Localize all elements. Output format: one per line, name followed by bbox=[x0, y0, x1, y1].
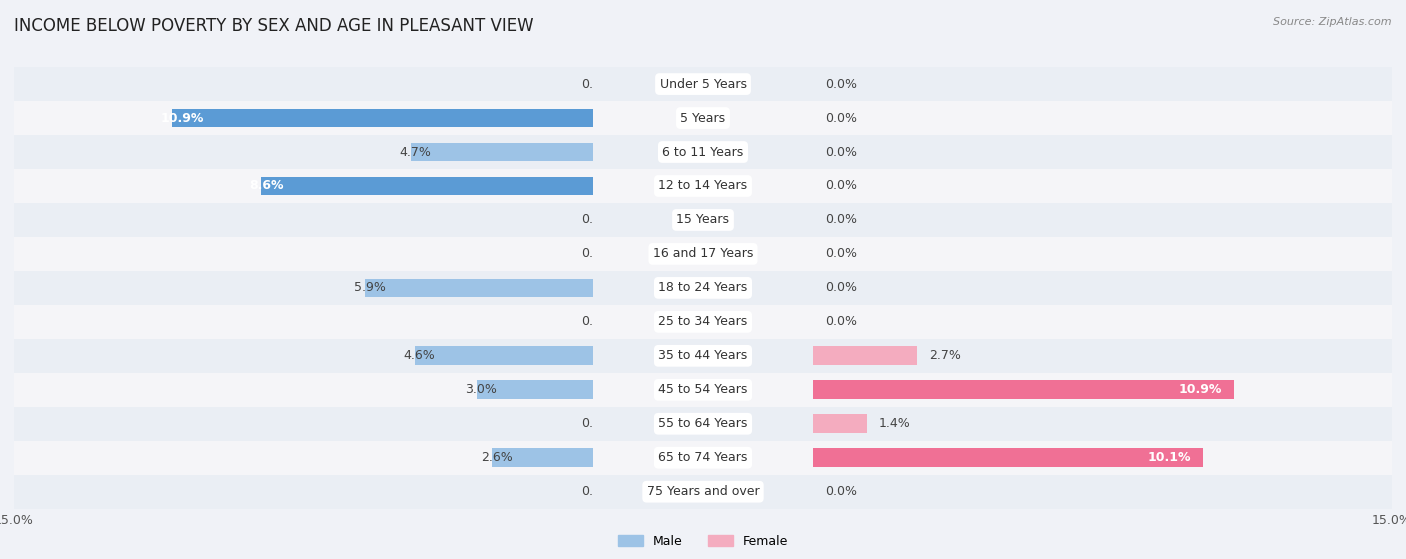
Bar bbox=[14, 407, 593, 440]
Bar bbox=[813, 475, 1392, 509]
Text: 10.9%: 10.9% bbox=[160, 112, 204, 125]
Text: 0.0%: 0.0% bbox=[825, 78, 856, 91]
Text: INCOME BELOW POVERTY BY SEX AND AGE IN PLEASANT VIEW: INCOME BELOW POVERTY BY SEX AND AGE IN P… bbox=[14, 17, 534, 35]
Bar bbox=[173, 108, 593, 127]
Text: 4.6%: 4.6% bbox=[404, 349, 436, 362]
Text: 2.6%: 2.6% bbox=[481, 451, 513, 464]
Bar bbox=[813, 237, 1392, 271]
Text: 0.0%: 0.0% bbox=[825, 214, 856, 226]
Bar bbox=[412, 143, 593, 162]
Text: Source: ZipAtlas.com: Source: ZipAtlas.com bbox=[1274, 17, 1392, 27]
Bar bbox=[14, 101, 593, 135]
Bar bbox=[593, 305, 813, 339]
Bar bbox=[593, 407, 813, 440]
Text: 55 to 64 Years: 55 to 64 Years bbox=[658, 417, 748, 430]
Bar bbox=[813, 407, 1392, 440]
Bar bbox=[14, 339, 593, 373]
Bar bbox=[14, 271, 593, 305]
Bar bbox=[593, 237, 813, 271]
Text: 0.0%: 0.0% bbox=[825, 112, 856, 125]
Text: 0.0%: 0.0% bbox=[581, 315, 613, 328]
Legend: Male, Female: Male, Female bbox=[613, 530, 793, 553]
Text: 0.0%: 0.0% bbox=[581, 417, 613, 430]
Text: 5 Years: 5 Years bbox=[681, 112, 725, 125]
Text: 0.0%: 0.0% bbox=[825, 145, 856, 159]
Bar bbox=[813, 67, 1392, 101]
Text: 5.9%: 5.9% bbox=[353, 281, 385, 295]
Text: 4.7%: 4.7% bbox=[399, 145, 432, 159]
Bar bbox=[593, 135, 813, 169]
Bar bbox=[14, 475, 593, 509]
Bar bbox=[813, 414, 868, 433]
Bar bbox=[14, 135, 593, 169]
Text: 35 to 44 Years: 35 to 44 Years bbox=[658, 349, 748, 362]
Text: 65 to 74 Years: 65 to 74 Years bbox=[658, 451, 748, 464]
Text: 0.0%: 0.0% bbox=[825, 179, 856, 192]
Text: 10.9%: 10.9% bbox=[1178, 383, 1222, 396]
Bar bbox=[477, 381, 593, 399]
Text: 8.6%: 8.6% bbox=[249, 179, 284, 192]
Bar bbox=[813, 135, 1392, 169]
Bar bbox=[593, 475, 813, 509]
Bar bbox=[813, 339, 1392, 373]
Text: 10.1%: 10.1% bbox=[1147, 451, 1191, 464]
Text: 75 Years and over: 75 Years and over bbox=[647, 485, 759, 498]
Bar bbox=[262, 177, 593, 195]
Bar bbox=[415, 347, 593, 365]
Text: 0.0%: 0.0% bbox=[825, 248, 856, 260]
Bar bbox=[14, 305, 593, 339]
Bar bbox=[813, 271, 1392, 305]
Bar bbox=[14, 440, 593, 475]
Bar bbox=[14, 169, 593, 203]
Bar bbox=[813, 347, 917, 365]
Bar bbox=[593, 101, 813, 135]
Bar bbox=[366, 278, 593, 297]
Bar bbox=[593, 271, 813, 305]
Bar bbox=[14, 237, 593, 271]
Text: 2.7%: 2.7% bbox=[929, 349, 960, 362]
Bar bbox=[813, 381, 1233, 399]
Bar bbox=[813, 169, 1392, 203]
Text: 45 to 54 Years: 45 to 54 Years bbox=[658, 383, 748, 396]
Bar bbox=[492, 448, 593, 467]
Text: 1.4%: 1.4% bbox=[879, 417, 911, 430]
Bar bbox=[14, 203, 593, 237]
Text: 15 Years: 15 Years bbox=[676, 214, 730, 226]
Bar bbox=[14, 373, 593, 407]
Text: 0.0%: 0.0% bbox=[825, 281, 856, 295]
Bar bbox=[593, 373, 813, 407]
Bar bbox=[813, 101, 1392, 135]
Text: 12 to 14 Years: 12 to 14 Years bbox=[658, 179, 748, 192]
Bar bbox=[813, 305, 1392, 339]
Bar bbox=[593, 169, 813, 203]
Bar bbox=[593, 203, 813, 237]
Text: 16 and 17 Years: 16 and 17 Years bbox=[652, 248, 754, 260]
Bar bbox=[813, 448, 1204, 467]
Text: 0.0%: 0.0% bbox=[581, 485, 613, 498]
Bar bbox=[593, 339, 813, 373]
Bar bbox=[813, 203, 1392, 237]
Text: Under 5 Years: Under 5 Years bbox=[659, 78, 747, 91]
Bar bbox=[14, 67, 593, 101]
Text: 0.0%: 0.0% bbox=[825, 485, 856, 498]
Text: 0.0%: 0.0% bbox=[581, 248, 613, 260]
Bar bbox=[813, 440, 1392, 475]
Text: 0.0%: 0.0% bbox=[581, 78, 613, 91]
Text: 0.0%: 0.0% bbox=[825, 315, 856, 328]
Bar bbox=[813, 373, 1392, 407]
Text: 3.0%: 3.0% bbox=[465, 383, 498, 396]
Bar bbox=[593, 67, 813, 101]
Text: 25 to 34 Years: 25 to 34 Years bbox=[658, 315, 748, 328]
Text: 0.0%: 0.0% bbox=[581, 214, 613, 226]
Text: 18 to 24 Years: 18 to 24 Years bbox=[658, 281, 748, 295]
Text: 6 to 11 Years: 6 to 11 Years bbox=[662, 145, 744, 159]
Bar bbox=[593, 440, 813, 475]
